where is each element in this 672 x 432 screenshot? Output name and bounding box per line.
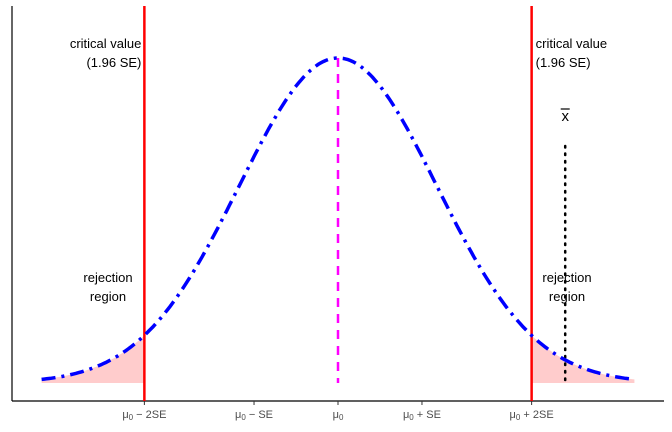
x-tick-labels: μ0 − 2SE μ0 − SE μ0 μ0 + SE μ0 + 2SE xyxy=(122,409,553,422)
tick-symbol: μ xyxy=(510,409,516,421)
x-tick-label: μ0 − SE xyxy=(235,409,273,422)
left-rejection-label: rejection region xyxy=(83,270,132,304)
rejection-region-shading xyxy=(41,335,635,383)
tick-suffix: + SE xyxy=(414,409,441,421)
tick-subscript: 0 xyxy=(129,413,134,422)
x-tick-label: μ0 + 2SE xyxy=(510,409,554,422)
right-critical-label-line: critical value xyxy=(536,36,608,51)
reference-lines xyxy=(143,6,567,401)
sample-mean-label: x xyxy=(561,108,569,125)
x-tick-label: μ0 xyxy=(333,409,344,422)
tick-subscript: 0 xyxy=(516,413,521,422)
axes xyxy=(11,6,664,405)
right-critical-label-line: (1.96 SE) xyxy=(536,55,591,70)
right-rejection-label: rejection region xyxy=(542,270,591,304)
tick-symbol: μ xyxy=(403,409,409,421)
left-rejection-label-line: rejection xyxy=(83,270,132,285)
left-rejection-label-line: region xyxy=(90,289,126,304)
tick-subscript: 0 xyxy=(339,413,344,422)
right-rejection-area xyxy=(531,335,635,383)
tick-suffix: − SE xyxy=(246,409,273,421)
right-rejection-label-line: region xyxy=(549,289,585,304)
x-tick-label: μ0 − 2SE xyxy=(122,409,166,422)
left-critical-label-line: critical value xyxy=(70,36,142,51)
right-critical-label: critical value (1.96 SE) xyxy=(536,36,608,70)
tick-symbol: μ xyxy=(122,409,128,421)
left-critical-label: critical value (1.96 SE) xyxy=(70,36,142,70)
left-critical-label-line: (1.96 SE) xyxy=(86,55,141,70)
right-rejection-label-line: rejection xyxy=(542,270,591,285)
x-tick-label: μ0 + SE xyxy=(403,409,441,422)
tick-symbol: μ xyxy=(333,409,339,421)
tick-suffix: − 2SE xyxy=(133,409,166,421)
density-curve xyxy=(41,56,635,382)
tick-suffix: + 2SE xyxy=(520,409,553,421)
normal-density-curve xyxy=(41,56,635,382)
tick-subscript: 0 xyxy=(409,413,414,422)
tick-symbol: μ xyxy=(235,409,241,421)
annotations: x critical value (1.96 SE) critical value (1… xyxy=(70,36,607,304)
left-rejection-area xyxy=(41,335,145,383)
tick-subscript: 0 xyxy=(241,413,246,422)
